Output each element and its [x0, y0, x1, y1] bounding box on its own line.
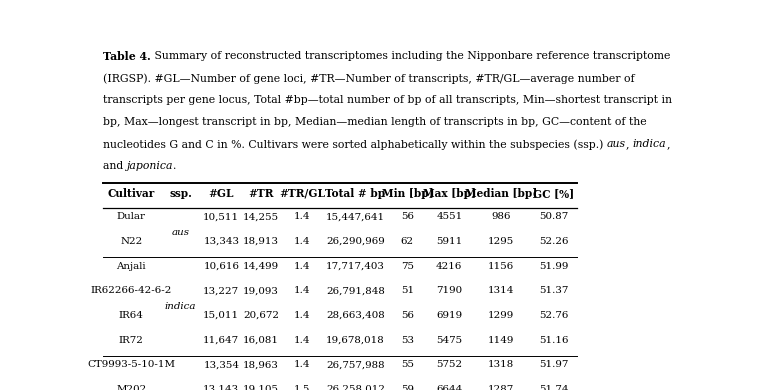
Text: 51.99: 51.99 [539, 262, 568, 271]
Text: 51.74: 51.74 [539, 385, 568, 390]
Text: 1.4: 1.4 [294, 286, 310, 295]
Text: 15,447,641: 15,447,641 [326, 213, 385, 222]
Text: 14,255: 14,255 [243, 213, 279, 222]
Text: 15,011: 15,011 [203, 311, 239, 320]
Text: 18,963: 18,963 [243, 360, 279, 369]
Text: 4551: 4551 [436, 213, 463, 222]
Text: Dular: Dular [117, 213, 146, 222]
Text: .: . [173, 161, 176, 171]
Text: ssp.: ssp. [169, 188, 192, 199]
Text: 13,354: 13,354 [203, 360, 239, 369]
Text: #GL: #GL [208, 188, 234, 199]
Text: 75: 75 [401, 262, 414, 271]
Text: IR62266-42-6-2: IR62266-42-6-2 [90, 286, 172, 295]
Text: 52.76: 52.76 [539, 311, 568, 320]
Text: 4216: 4216 [436, 262, 463, 271]
Text: 1149: 1149 [488, 336, 515, 345]
Text: 51.37: 51.37 [539, 286, 568, 295]
Text: 59: 59 [401, 385, 414, 390]
Text: 62: 62 [401, 237, 414, 246]
Text: Anjali: Anjali [116, 262, 146, 271]
Text: 19,105: 19,105 [243, 385, 279, 390]
Text: 19,678,018: 19,678,018 [326, 336, 385, 345]
Text: 26,258,012: 26,258,012 [326, 385, 385, 390]
Text: 10,616: 10,616 [203, 262, 239, 271]
Text: 5475: 5475 [436, 336, 463, 345]
Text: 5911: 5911 [436, 237, 463, 246]
Text: 1295: 1295 [488, 237, 514, 246]
Text: 1.4: 1.4 [294, 213, 310, 222]
Text: 17,717,403: 17,717,403 [326, 262, 385, 271]
Text: CT9993-5-10-1M: CT9993-5-10-1M [87, 360, 175, 369]
Text: aus: aus [172, 228, 190, 237]
Text: Median [bp]: Median [bp] [465, 188, 538, 199]
Text: Cultivar: Cultivar [108, 188, 155, 199]
Text: japonica: japonica [126, 161, 173, 171]
Text: ,: , [666, 139, 670, 149]
Text: 1287: 1287 [488, 385, 514, 390]
Text: Min [bp]: Min [bp] [381, 188, 434, 199]
Text: 1.5: 1.5 [294, 385, 310, 390]
Text: 5752: 5752 [436, 360, 463, 369]
Text: 1.4: 1.4 [294, 360, 310, 369]
Text: nucleotides G and C in %. Cultivars were sorted alphabetically within the subspe: nucleotides G and C in %. Cultivars were… [103, 139, 607, 149]
Text: 51: 51 [401, 286, 414, 295]
Text: 13,343: 13,343 [203, 237, 239, 246]
Text: 19,093: 19,093 [243, 286, 279, 295]
Text: 50.87: 50.87 [539, 213, 568, 222]
Text: M202: M202 [116, 385, 146, 390]
Text: (IRGSP). #GL—Number of gene loci, #TR—Number of transcripts, #TR/GL—average numb: (IRGSP). #GL—Number of gene loci, #TR—Nu… [103, 73, 634, 84]
Text: 18,913: 18,913 [243, 237, 279, 246]
Text: 28,663,408: 28,663,408 [326, 311, 385, 320]
Text: 56: 56 [401, 311, 414, 320]
Text: 13,227: 13,227 [203, 286, 239, 295]
Text: 14,499: 14,499 [243, 262, 279, 271]
Text: 6919: 6919 [436, 311, 463, 320]
Text: IR64: IR64 [119, 311, 144, 320]
Text: 1.4: 1.4 [294, 311, 310, 320]
Text: 55: 55 [401, 360, 414, 369]
Text: indica: indica [165, 302, 196, 311]
Text: 13,143: 13,143 [203, 385, 239, 390]
Text: 26,757,988: 26,757,988 [326, 360, 385, 369]
Text: 1318: 1318 [488, 360, 514, 369]
Text: GC [%]: GC [%] [533, 188, 574, 199]
Text: #TR/GL: #TR/GL [279, 188, 325, 199]
Text: indica: indica [633, 139, 666, 149]
Text: 52.26: 52.26 [539, 237, 568, 246]
Text: #TR: #TR [248, 188, 273, 199]
Text: aus: aus [607, 139, 626, 149]
Text: 1156: 1156 [488, 262, 514, 271]
Text: 1314: 1314 [488, 286, 515, 295]
Text: ,: , [626, 139, 633, 149]
Text: 1.4: 1.4 [294, 262, 310, 271]
Text: 11,647: 11,647 [203, 336, 239, 345]
Text: 26,290,969: 26,290,969 [326, 237, 385, 246]
Text: 1.4: 1.4 [294, 336, 310, 345]
Text: 51.16: 51.16 [539, 336, 568, 345]
Text: 986: 986 [492, 213, 511, 222]
Text: Max [bp]: Max [bp] [423, 188, 476, 199]
Text: 10,511: 10,511 [203, 213, 239, 222]
Text: 7190: 7190 [436, 286, 463, 295]
Text: 1.4: 1.4 [294, 237, 310, 246]
Text: bp, Max—longest transcript in bp, Median—median length of transcripts in bp, GC—: bp, Max—longest transcript in bp, Median… [103, 117, 647, 127]
Text: 20,672: 20,672 [243, 311, 279, 320]
Text: 51.97: 51.97 [539, 360, 568, 369]
Text: transcripts per gene locus, Total #bp—total number of bp of all transcripts, Min: transcripts per gene locus, Total #bp—to… [103, 95, 672, 105]
Text: and: and [103, 161, 126, 171]
Text: N22: N22 [120, 237, 142, 246]
Text: IR72: IR72 [119, 336, 144, 345]
Text: Total # bp: Total # bp [326, 188, 385, 199]
Text: Table 4.: Table 4. [103, 51, 151, 62]
Text: 16,081: 16,081 [243, 336, 279, 345]
Text: 53: 53 [401, 336, 414, 345]
Text: 1299: 1299 [488, 311, 514, 320]
Text: 26,791,848: 26,791,848 [326, 286, 385, 295]
Text: 6644: 6644 [436, 385, 463, 390]
Text: Summary of reconstructed transcriptomes including the Nipponbare reference trans: Summary of reconstructed transcriptomes … [151, 51, 670, 61]
Text: 56: 56 [401, 213, 414, 222]
